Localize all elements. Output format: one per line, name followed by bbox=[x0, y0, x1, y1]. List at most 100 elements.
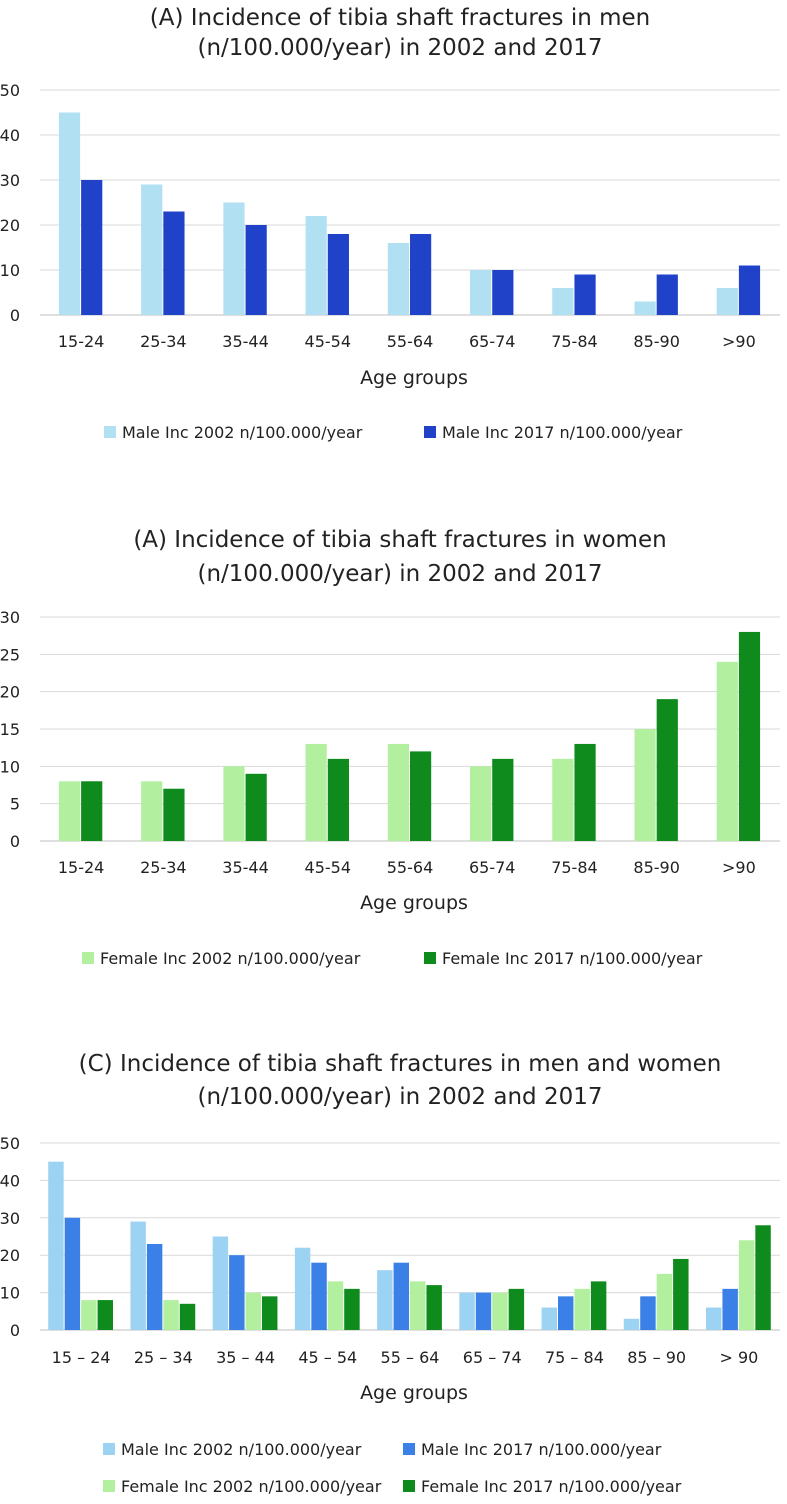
bar bbox=[245, 225, 267, 315]
y-tick-label: 0 bbox=[10, 1321, 20, 1340]
x-tick-label: 45-54 bbox=[305, 858, 352, 877]
x-tick-label: 45-54 bbox=[305, 332, 352, 351]
x-tick-label: 15-24 bbox=[58, 332, 105, 351]
bar bbox=[426, 1285, 442, 1330]
legend-swatch bbox=[403, 1443, 415, 1455]
x-tick-label: 45 – 54 bbox=[298, 1348, 357, 1367]
bar bbox=[656, 699, 678, 841]
bar bbox=[410, 751, 432, 841]
bar bbox=[262, 1296, 278, 1330]
bar bbox=[305, 743, 327, 841]
legend-label: Male Inc 2017 n/100.000/year bbox=[442, 423, 683, 442]
legend-label: Female Inc 2017 n/100.000/year bbox=[442, 949, 703, 968]
bar bbox=[179, 1303, 196, 1330]
bar bbox=[508, 1288, 525, 1330]
legend-label: Female Inc 2002 n/100.000/year bbox=[100, 949, 361, 968]
bar bbox=[492, 1292, 508, 1330]
chart-title-line: (n/100.000/year) in 2002 and 2017 bbox=[198, 1084, 603, 1110]
chart-title-line: (A) Incidence of tibia shaft fractures i… bbox=[133, 527, 666, 553]
bar bbox=[81, 781, 103, 841]
bar bbox=[552, 288, 574, 315]
bar bbox=[327, 758, 349, 841]
x-tick-label: >90 bbox=[722, 858, 756, 877]
bar bbox=[130, 1221, 146, 1330]
bar bbox=[716, 661, 738, 841]
x-tick-label: 65-74 bbox=[469, 858, 516, 877]
y-tick-label: 10 bbox=[0, 1284, 20, 1303]
x-axis-label: Age groups bbox=[360, 367, 468, 389]
bar bbox=[163, 211, 185, 315]
y-tick-label: 0 bbox=[10, 832, 20, 851]
x-tick-label: 65-74 bbox=[469, 332, 516, 351]
x-tick-label: 65 – 74 bbox=[463, 1348, 522, 1367]
bar bbox=[141, 781, 163, 841]
y-tick-label: 10 bbox=[0, 757, 20, 776]
legend-label: Male Inc 2017 n/100.000/year bbox=[421, 1440, 662, 1459]
y-tick-label: 50 bbox=[0, 1134, 20, 1153]
y-tick-label: 10 bbox=[0, 261, 20, 280]
bar bbox=[410, 1281, 426, 1330]
y-tick-label: 40 bbox=[0, 1171, 20, 1190]
bar bbox=[48, 1161, 64, 1330]
bar bbox=[738, 631, 761, 841]
x-tick-label: 75-84 bbox=[551, 858, 598, 877]
legend-swatch bbox=[103, 1443, 115, 1455]
y-tick-label: 5 bbox=[10, 795, 20, 814]
x-tick-label: 15 – 24 bbox=[52, 1348, 111, 1367]
x-tick-label: 55-64 bbox=[387, 332, 434, 351]
y-tick-label: 20 bbox=[0, 1246, 20, 1265]
bar bbox=[223, 202, 245, 315]
bar bbox=[146, 1243, 163, 1330]
bar bbox=[673, 1258, 689, 1330]
bar bbox=[141, 184, 163, 315]
bar bbox=[311, 1262, 327, 1330]
chart-title-line: (n/100.000/year) in 2002 and 2017 bbox=[198, 35, 603, 61]
bar bbox=[558, 1296, 574, 1330]
bar bbox=[640, 1296, 656, 1330]
bar bbox=[387, 243, 409, 315]
bar bbox=[706, 1307, 722, 1330]
legend-label: Female Inc 2002 n/100.000/year bbox=[121, 1477, 382, 1496]
bar bbox=[81, 180, 103, 315]
x-tick-label: 75 – 84 bbox=[545, 1348, 604, 1367]
bar bbox=[590, 1281, 607, 1330]
y-tick-label: 30 bbox=[0, 171, 20, 190]
chart-title-line: (n/100.000/year) in 2002 and 2017 bbox=[198, 561, 603, 587]
x-axis-label: Age groups bbox=[360, 1382, 468, 1404]
x-tick-label: 25 – 34 bbox=[134, 1348, 193, 1367]
y-tick-label: 50 bbox=[0, 81, 20, 100]
bar bbox=[387, 743, 409, 841]
y-tick-label: 20 bbox=[0, 683, 20, 702]
y-tick-label: 25 bbox=[0, 645, 20, 664]
bar bbox=[656, 274, 678, 315]
bar bbox=[492, 270, 514, 315]
bar bbox=[574, 1288, 590, 1330]
bar bbox=[475, 1292, 492, 1330]
legend-swatch bbox=[424, 952, 436, 964]
x-tick-label: 35-44 bbox=[222, 332, 269, 351]
x-tick-label: 55 – 64 bbox=[381, 1348, 440, 1367]
bar bbox=[58, 781, 81, 841]
x-tick-label: 25-34 bbox=[140, 858, 187, 877]
legend-label: Male Inc 2002 n/100.000/year bbox=[121, 1440, 362, 1459]
y-tick-label: 30 bbox=[0, 608, 20, 627]
bar bbox=[722, 1288, 738, 1330]
bar bbox=[492, 758, 514, 841]
bar bbox=[58, 112, 81, 315]
bar bbox=[470, 270, 492, 315]
bar bbox=[212, 1236, 229, 1330]
chart-men: (A) Incidence of tibia shaft fractures i… bbox=[0, 5, 780, 442]
bar bbox=[459, 1292, 475, 1330]
bar bbox=[738, 265, 761, 315]
bar bbox=[470, 766, 492, 841]
legend-label: Male Inc 2002 n/100.000/year bbox=[122, 423, 363, 442]
y-tick-label: 15 bbox=[0, 720, 20, 739]
x-tick-label: 55-64 bbox=[387, 858, 434, 877]
bar bbox=[755, 1225, 771, 1330]
x-tick-label: 85-90 bbox=[633, 332, 680, 351]
bar bbox=[327, 234, 349, 315]
bar bbox=[552, 758, 574, 841]
y-tick-label: 20 bbox=[0, 216, 20, 235]
bar bbox=[634, 729, 656, 841]
